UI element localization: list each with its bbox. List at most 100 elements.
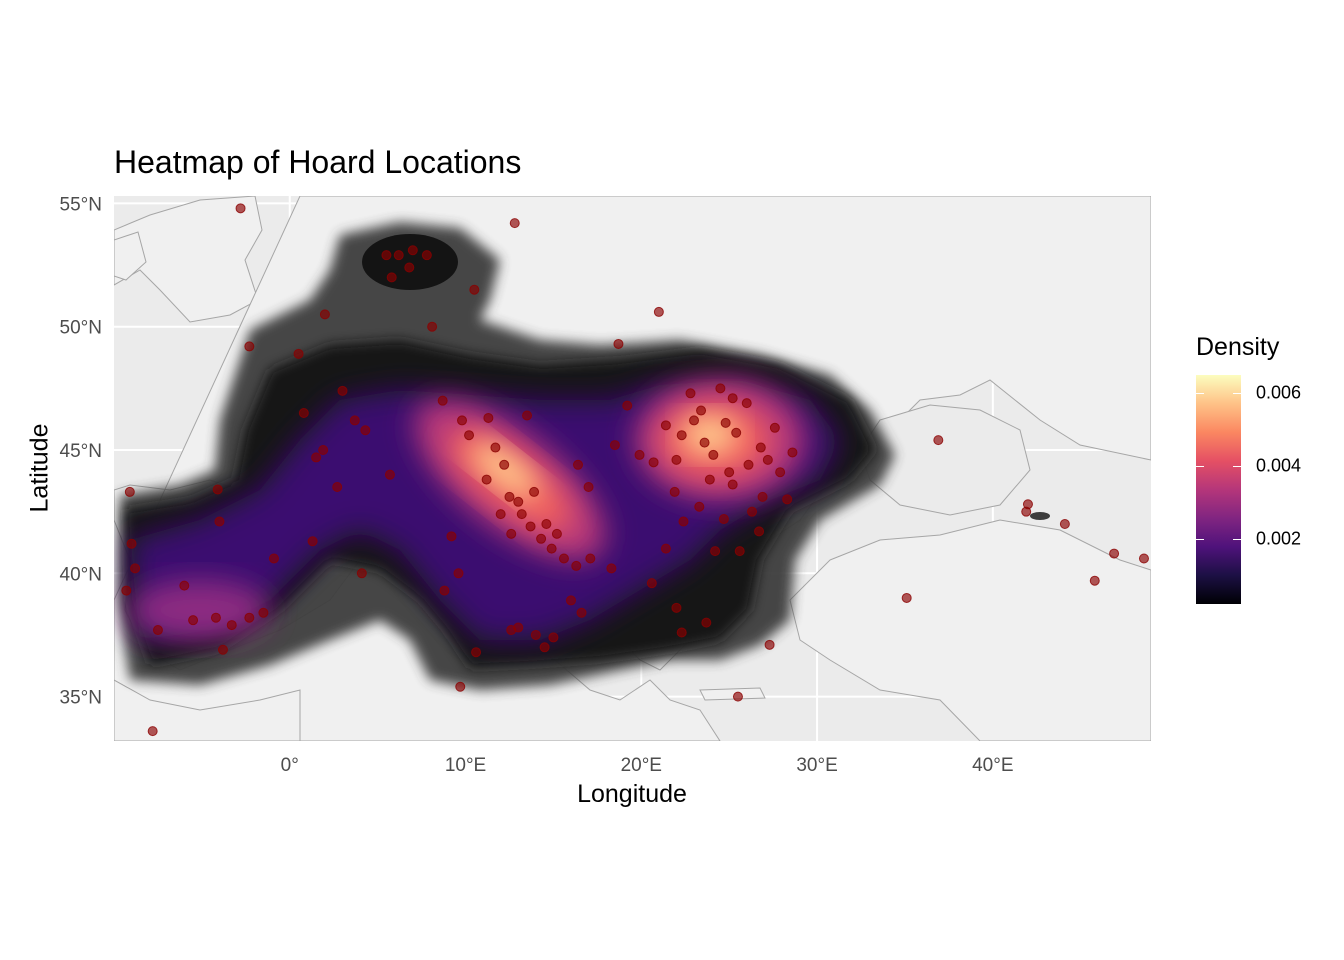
hoard-point: [130, 563, 141, 574]
hoard-point: [573, 459, 584, 470]
hoard-point: [356, 568, 367, 579]
caspian-feature: [1030, 512, 1050, 520]
y-tick-label: 50°N: [60, 318, 102, 339]
hoard-point: [757, 491, 768, 502]
hoard-point: [718, 514, 729, 525]
hoard-point: [258, 607, 269, 618]
hoard-point: [613, 338, 624, 349]
hoard-point: [720, 417, 731, 428]
hoard-point: [689, 415, 700, 426]
hoard-point: [1138, 553, 1149, 564]
hoard-point: [453, 568, 464, 579]
hoard-point: [495, 509, 506, 520]
legend-tick: [1233, 393, 1241, 395]
hoard-point: [504, 491, 515, 502]
hoard-point: [701, 617, 712, 628]
legend-title: Density: [1196, 333, 1280, 361]
hoard-point: [1059, 518, 1070, 529]
hoard-point: [933, 435, 944, 446]
hoard-point: [481, 474, 492, 485]
hoard-point: [311, 452, 322, 463]
hoard-point: [606, 563, 617, 574]
hoard-point: [499, 459, 510, 470]
x-axis-label: Longitude: [577, 780, 687, 808]
hoard-point: [704, 474, 715, 485]
hoard-point: [653, 306, 664, 317]
legend-colorbar: [1196, 375, 1241, 604]
hoard-point: [775, 467, 786, 478]
hoard-point: [634, 449, 645, 460]
y-tick-label: 55°N: [60, 194, 102, 215]
hoard-point: [678, 516, 689, 527]
hoard-point: [427, 321, 438, 332]
hoard-point: [244, 341, 255, 352]
hoard-point: [747, 506, 758, 517]
hoard-point: [565, 595, 576, 606]
hoard-point: [699, 437, 710, 448]
hoard-point: [558, 553, 569, 564]
hoard-point: [506, 625, 517, 636]
ireland-land: [114, 231, 147, 281]
hoard-point: [516, 509, 527, 520]
hoard-point: [244, 612, 255, 623]
hoard-point: [609, 440, 620, 451]
hoard-point: [764, 639, 775, 650]
hoard-point: [332, 481, 343, 492]
hoard-point: [583, 481, 594, 492]
hoard-point: [455, 681, 466, 692]
hoard-point: [724, 467, 735, 478]
hoard-point: [754, 526, 765, 537]
hoard-point: [319, 309, 330, 320]
hoard-point: [126, 538, 137, 549]
hoard-point: [671, 454, 682, 465]
hoard-point: [727, 479, 738, 490]
hoard-point: [235, 203, 246, 214]
hoard-point: [530, 629, 541, 640]
hoard-point: [179, 580, 190, 591]
hoard-point: [513, 496, 524, 507]
hoard-point: [525, 521, 536, 532]
hoard-point: [546, 543, 557, 554]
hoard-point: [210, 612, 221, 623]
hoard-point: [268, 553, 279, 564]
hoard-point: [404, 262, 415, 273]
hoard-point: [1109, 548, 1120, 559]
hoard-point: [671, 602, 682, 613]
hoard-point: [541, 518, 552, 529]
x-tick-label: 20°E: [621, 755, 662, 776]
chart-title: Heatmap of Hoard Locations: [114, 144, 522, 180]
hoard-point: [743, 459, 754, 470]
hoard-point: [439, 585, 450, 596]
hoard-point: [660, 420, 671, 431]
hoard-point: [646, 578, 657, 589]
x-tick-label: 40°E: [972, 755, 1013, 776]
crete-land: [699, 687, 766, 701]
x-axis-ticks: 0° 10°E 20°E 30°E 40°E: [281, 755, 1014, 776]
legend-tick: [1233, 465, 1241, 467]
hoard-point: [660, 543, 671, 554]
hoard-point: [457, 415, 468, 426]
hoard-point: [437, 395, 448, 406]
hoard-point: [685, 388, 696, 399]
legend-label: 0.002: [1256, 528, 1302, 549]
hoard-point: [571, 560, 582, 571]
hoard-point: [152, 625, 163, 636]
hoard-point: [522, 410, 533, 421]
hoard-point: [694, 501, 705, 512]
hoard-point: [214, 516, 225, 527]
hoard-point: [393, 250, 404, 261]
hoard-point: [121, 585, 132, 596]
hoard-point: [318, 445, 329, 456]
hoard-point: [407, 245, 418, 256]
y-tick-label: 40°N: [60, 564, 102, 585]
hoard-point: [676, 627, 687, 638]
legend-tick: [1233, 538, 1241, 540]
legend-tick: [1196, 465, 1204, 467]
hoard-point: [710, 546, 721, 557]
hoard-point: [188, 615, 199, 626]
hoard-point: [506, 528, 517, 539]
hoard-point: [732, 691, 743, 702]
legend-tick: [1196, 393, 1204, 395]
hoard-point: [446, 531, 457, 542]
